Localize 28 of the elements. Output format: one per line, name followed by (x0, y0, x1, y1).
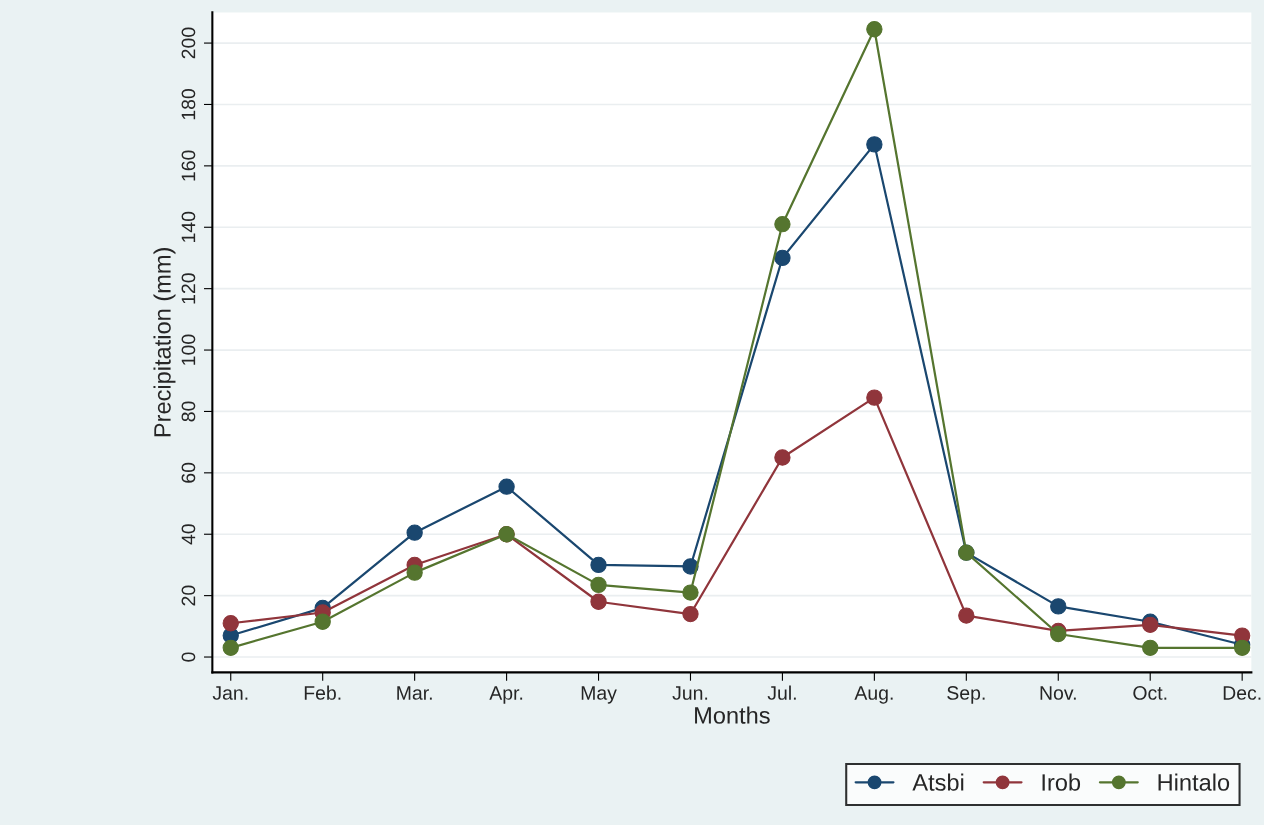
y-axis-title: Precipitation (mm) (153, 248, 176, 437)
x-tick-label: Apr. (489, 686, 523, 704)
y-tick-label: 200 (181, 27, 196, 59)
x-tick-label: Jan. (212, 686, 248, 700)
x-tick-label: Jul. (767, 685, 796, 700)
legend-label: Hintalo (1158, 773, 1230, 791)
x-axis-title: Months (695, 706, 770, 724)
legend-label: Irob (1042, 773, 1081, 791)
y-tick-label: 180 (181, 89, 196, 120)
y-tick-label: 40 (181, 524, 196, 545)
y-tick-label: 0 (181, 652, 196, 662)
x-tick-label: Jun. (672, 686, 708, 700)
x-tick-label: Feb. (304, 685, 341, 700)
legend-label: Atsbi (912, 773, 964, 791)
y-tick-label: 60 (181, 462, 196, 483)
y-tick-label: 160 (181, 150, 196, 181)
x-tick-label: Mar. (397, 686, 432, 700)
x-tick-label: Dec. (1223, 686, 1261, 700)
y-tick-label: 140 (181, 211, 196, 242)
y-tick-label: 80 (181, 401, 196, 422)
x-tick-label: May (581, 686, 617, 704)
x-tick-label: Aug. (854, 686, 893, 704)
x-tick-label: Sep. (947, 686, 985, 704)
x-tick-label: Nov. (1040, 686, 1076, 700)
y-tick-label: 20 (181, 585, 196, 606)
x-tick-label: Oct. (1133, 686, 1167, 700)
y-tick-label: 120 (181, 273, 196, 304)
y-tick-label: 100 (181, 334, 196, 365)
